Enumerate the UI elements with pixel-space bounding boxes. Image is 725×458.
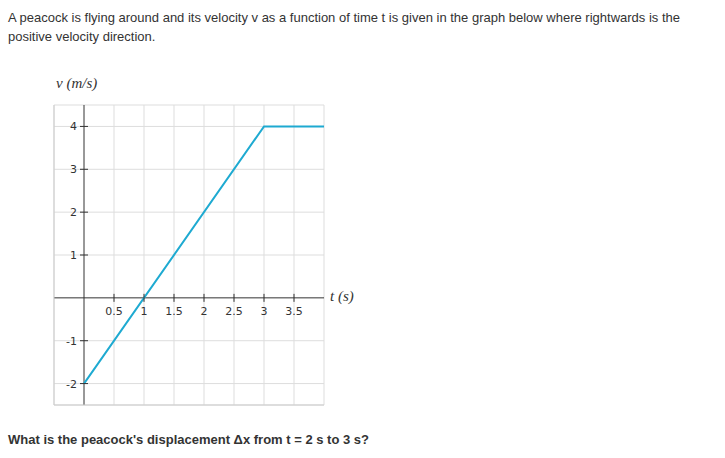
svg-text:1: 1 <box>141 305 148 318</box>
svg-text:-2: -2 <box>66 378 77 391</box>
svg-text:0.5: 0.5 <box>105 305 123 318</box>
svg-text:3: 3 <box>261 305 268 318</box>
svg-text:1.5: 1.5 <box>165 305 183 318</box>
svg-text:3: 3 <box>70 163 77 176</box>
svg-text:2: 2 <box>201 305 208 318</box>
html-text:t (s): t (s) <box>330 287 354 304</box>
html-text:A peacock is flying around and: A peacock is flying around and its veloc… <box>8 10 680 44</box>
svg-text:3.5: 3.5 <box>285 305 303 318</box>
svg-text:2: 2 <box>70 206 77 219</box>
html-text:What is the peacock's displace: What is the peacock's displacement Δx fr… <box>8 432 369 447</box>
html-text:v (m/s): v (m/s) <box>56 75 98 91</box>
svg-text:-1: -1 <box>66 335 77 348</box>
svg-text:4: 4 <box>70 120 77 133</box>
svg-text:2.5: 2.5 <box>225 305 243 318</box>
svg-text:1: 1 <box>70 249 77 262</box>
